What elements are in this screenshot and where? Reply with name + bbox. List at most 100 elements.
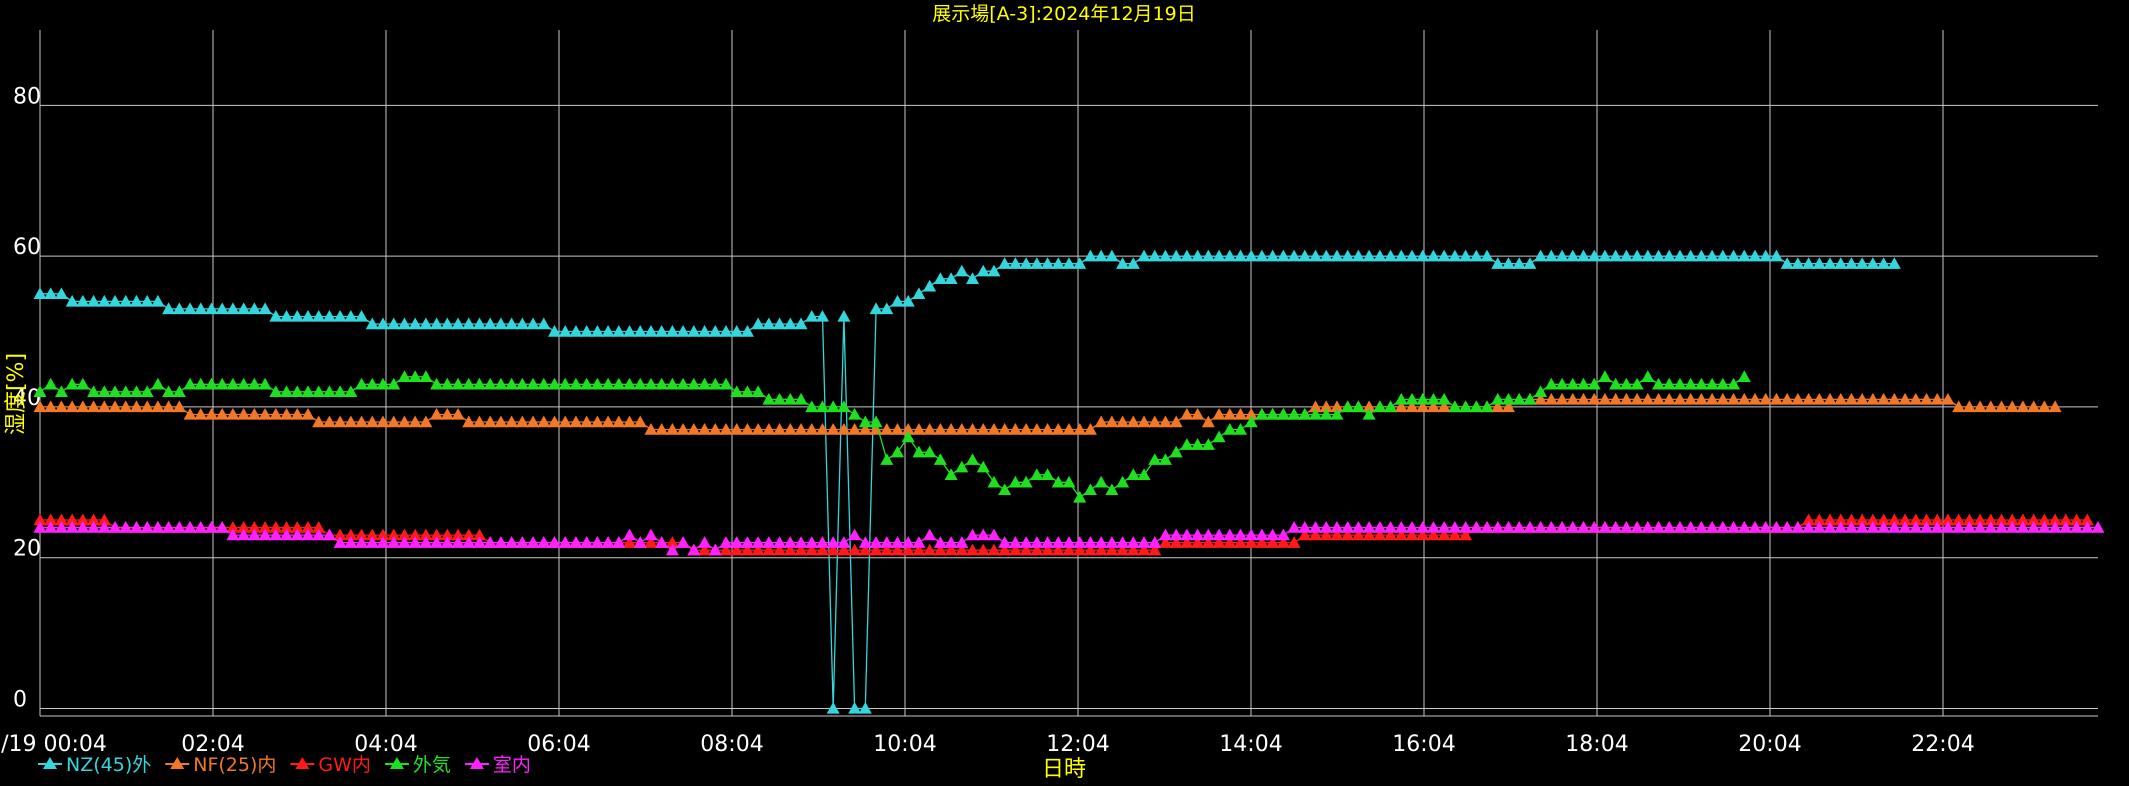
data-point [33, 521, 47, 533]
data-point [1105, 536, 1119, 548]
data-point [1802, 521, 1816, 533]
data-point [462, 536, 476, 548]
data-point [97, 513, 111, 526]
data-point [794, 423, 808, 435]
data-point [655, 536, 669, 548]
series-line [40, 255, 1895, 710]
data-point [891, 445, 904, 458]
data-point [1384, 521, 1398, 533]
data-point [440, 317, 454, 330]
data-point [419, 317, 433, 330]
data-point [1073, 490, 1087, 503]
data-point [708, 377, 722, 390]
data-point [494, 415, 508, 428]
data-point [1844, 392, 1858, 405]
data-point [162, 385, 176, 398]
data-point [119, 385, 133, 398]
data-point [1834, 257, 1848, 269]
data-point [590, 325, 604, 337]
data-point [44, 377, 58, 390]
data-point [494, 377, 508, 390]
data-point [1051, 257, 1065, 269]
legend-marker [170, 757, 185, 769]
data-point [1780, 521, 1794, 533]
data-point [655, 377, 669, 390]
data-point [1276, 407, 1290, 420]
y-tick-label: 20 [13, 537, 41, 562]
data-point [1212, 536, 1226, 548]
series-2 [33, 392, 2062, 435]
data-point [1941, 513, 1955, 526]
data-point [998, 423, 1012, 435]
data-point [1737, 370, 1751, 382]
data-point [387, 317, 401, 330]
data-point [1759, 392, 1773, 405]
data-point [1287, 521, 1301, 533]
data-point [140, 521, 154, 533]
data-point [65, 513, 79, 526]
data-point [805, 309, 819, 322]
data-point [1083, 543, 1097, 556]
data-point [2005, 400, 2019, 413]
data-point [1416, 400, 1430, 413]
data-point [1008, 475, 1022, 488]
data-point [1877, 392, 1891, 405]
data-point [537, 377, 551, 390]
grid-lines [39, 30, 2098, 717]
data-point [751, 423, 765, 435]
data-point [1309, 528, 1323, 541]
data-point [826, 701, 840, 714]
data-point [1812, 513, 1826, 526]
data-point [1244, 415, 1258, 428]
data-point [1416, 392, 1430, 405]
data-point [247, 528, 261, 541]
data-point [1362, 407, 1376, 420]
data-point [1587, 521, 1601, 533]
data-point [397, 536, 411, 548]
data-point [1802, 257, 1816, 269]
data-point [2027, 521, 2041, 533]
series-1 [33, 249, 1901, 714]
data-point [397, 317, 411, 330]
data-point [2091, 521, 2105, 533]
data-point [97, 385, 111, 398]
data-point [1941, 392, 1955, 405]
data-point [322, 415, 336, 428]
data-point [1909, 513, 1923, 526]
data-point [901, 543, 915, 556]
data-point [612, 377, 626, 390]
data-point [1137, 536, 1151, 548]
data-point [1008, 423, 1022, 435]
data-point [1662, 377, 1676, 390]
data-point [794, 543, 808, 556]
data-point [1394, 528, 1408, 541]
data-point [1212, 407, 1226, 420]
data-point [269, 407, 283, 420]
data-point [580, 377, 594, 390]
data-point [1501, 257, 1515, 269]
data-point [1619, 377, 1633, 390]
data-point [1727, 249, 1741, 262]
data-point [933, 272, 947, 284]
data-point [976, 528, 990, 541]
data-point [1920, 513, 1933, 526]
data-point [1309, 407, 1323, 420]
data-point [1898, 513, 1912, 526]
data-point [301, 309, 315, 322]
data-point [1887, 257, 1901, 269]
data-point [1266, 407, 1280, 420]
data-point [891, 294, 904, 307]
data-point [880, 536, 894, 548]
data-point [548, 377, 561, 390]
data-point [290, 309, 304, 322]
data-point [129, 521, 143, 533]
data-point [580, 415, 594, 428]
data-point [280, 309, 294, 322]
data-point [923, 543, 937, 556]
data-point [1105, 249, 1119, 262]
data-point [1437, 249, 1451, 262]
data-point [1962, 513, 1976, 526]
data-point [1866, 257, 1880, 269]
data-point [1062, 257, 1076, 269]
